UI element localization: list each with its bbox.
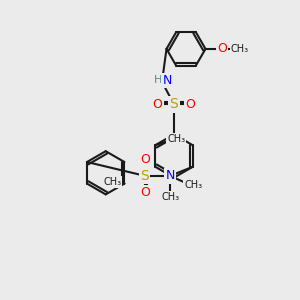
Text: CH₃: CH₃ [167, 134, 185, 144]
Text: O: O [153, 98, 162, 111]
Text: H: H [154, 75, 163, 85]
Text: O: O [186, 98, 195, 111]
Text: O: O [140, 153, 150, 166]
Text: N: N [166, 169, 175, 182]
Text: O: O [140, 186, 150, 199]
Text: CH₃: CH₃ [103, 177, 122, 187]
Text: O: O [217, 42, 227, 56]
Text: S: S [169, 98, 178, 111]
Text: CH₃: CH₃ [161, 192, 179, 202]
Text: CH₃: CH₃ [231, 44, 249, 54]
Text: CH₃: CH₃ [184, 180, 202, 190]
Text: S: S [140, 169, 149, 183]
Text: N: N [163, 74, 172, 87]
